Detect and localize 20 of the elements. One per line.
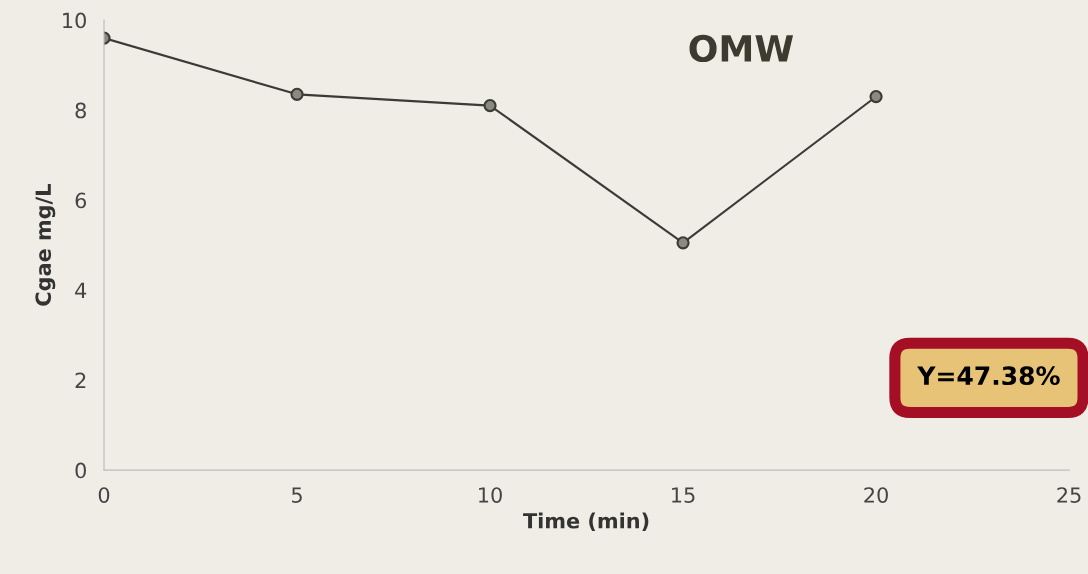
point — [483, 99, 497, 113]
y-tick-label: 8 — [75, 102, 86, 119]
point — [676, 236, 690, 250]
x-axis-title: Time (min) — [523, 512, 649, 532]
x-tick-label: 15 — [672, 487, 695, 503]
y-tick-label: 0 — [75, 462, 86, 479]
x-tick-label: 5 — [292, 487, 302, 503]
y-tick-label: 10 — [63, 12, 86, 29]
annotation: Y=47.38% — [917, 366, 1060, 386]
x-tick-label: 25 — [1057, 487, 1081, 503]
y-axis-title: Cgae mg/L — [35, 184, 56, 306]
x-tick-label: 20 — [864, 487, 888, 503]
chart-title: OMW — [689, 34, 794, 63]
point — [869, 90, 883, 104]
x-tick-label: 0 — [98, 487, 110, 503]
y-tick-label: 2 — [75, 372, 86, 389]
y-tick-label: 6 — [75, 192, 87, 209]
point — [290, 87, 304, 101]
y-tick-label: 4 — [75, 282, 87, 299]
x-tick-label: 10 — [479, 487, 502, 503]
